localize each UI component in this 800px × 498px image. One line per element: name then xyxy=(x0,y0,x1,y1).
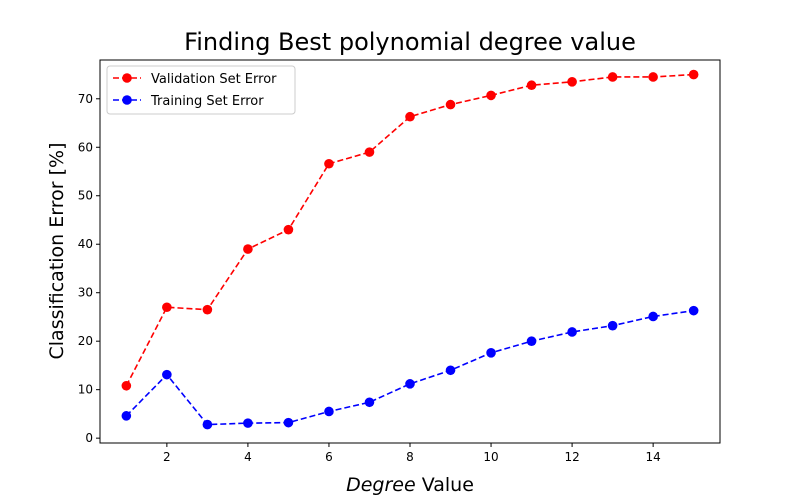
data-point-validation-set-error xyxy=(243,244,253,254)
data-point-validation-set-error xyxy=(607,72,618,82)
y-tick-label: 30 xyxy=(78,286,93,300)
data-point-validation-set-error xyxy=(283,224,294,235)
data-point-training-set-error xyxy=(283,417,294,428)
data-point-training-set-error xyxy=(567,327,577,337)
data-point-validation-set-error xyxy=(405,111,415,122)
data-point-training-set-error xyxy=(405,379,415,389)
data-point-validation-set-error xyxy=(688,69,699,80)
data-point-training-set-error xyxy=(648,311,658,322)
x-axis-title-italic: Degree xyxy=(346,474,416,496)
y-tick-label: 40 xyxy=(78,237,93,251)
data-point-validation-set-error xyxy=(162,302,172,313)
legend-label: Training Set Error xyxy=(150,94,264,109)
x-axis-title-rest: Value xyxy=(416,474,474,496)
legend-marker xyxy=(122,73,132,83)
x-axis-title: Degree Value xyxy=(346,474,474,496)
data-point-validation-set-error xyxy=(567,77,577,87)
x-tick-label: 2 xyxy=(163,450,171,464)
y-tick-label: 70 xyxy=(78,92,93,106)
data-point-training-set-error xyxy=(364,397,375,408)
x-tick-label: 4 xyxy=(244,450,252,464)
data-point-training-set-error xyxy=(486,348,496,358)
data-point-training-set-error xyxy=(607,320,618,331)
data-point-validation-set-error xyxy=(526,80,537,91)
legend-marker xyxy=(122,95,132,105)
series-training-set-error xyxy=(121,305,699,430)
legend-label: Validation Set Error xyxy=(151,72,277,87)
data-point-training-set-error xyxy=(243,418,253,428)
legend-entry-validation-set-error: Validation Set Error xyxy=(113,72,277,87)
x-tick-label: 10 xyxy=(483,450,498,464)
data-point-training-set-error xyxy=(526,336,537,346)
data-point-validation-set-error xyxy=(121,380,132,391)
data-point-validation-set-error xyxy=(486,90,496,101)
x-tick-label: 8 xyxy=(406,450,414,464)
data-point-validation-set-error xyxy=(202,304,213,315)
data-point-validation-set-error xyxy=(324,158,334,169)
series-line-validation-set-error xyxy=(125,73,694,387)
y-axis-title: Classification Error [%] xyxy=(46,143,68,360)
x-tick-label: 14 xyxy=(645,450,660,464)
x-axis: 2 4 6 8 10 12 14 xyxy=(163,443,661,464)
y-tick-label: 50 xyxy=(78,189,93,203)
chart-title: Finding Best polynomial degree value xyxy=(184,28,636,56)
legend: Validation Set Error Training Set Error xyxy=(106,65,296,115)
data-point-validation-set-error xyxy=(364,147,375,157)
legend-entry-training-set-error: Training Set Error xyxy=(113,94,264,109)
data-point-training-set-error xyxy=(688,305,699,316)
data-point-training-set-error xyxy=(324,406,334,417)
data-point-validation-set-error xyxy=(445,99,456,110)
x-tick-label: 12 xyxy=(564,450,579,464)
data-point-training-set-error xyxy=(121,411,132,421)
y-tick-label: 20 xyxy=(78,334,93,348)
data-point-training-set-error xyxy=(445,365,456,376)
data-point-training-set-error xyxy=(202,419,213,430)
series-line-training-set-error xyxy=(125,309,694,426)
data-point-training-set-error xyxy=(162,369,172,380)
legend-box xyxy=(106,65,296,115)
y-tick-label: 10 xyxy=(78,383,93,397)
data-point-validation-set-error xyxy=(648,72,658,82)
y-axis: 0 10 20 30 40 50 60 70 xyxy=(78,92,100,445)
series-layer xyxy=(121,69,699,430)
x-tick-label: 6 xyxy=(325,450,333,464)
y-tick-label: 60 xyxy=(78,140,93,154)
series-validation-set-error xyxy=(121,69,699,391)
y-tick-label: 0 xyxy=(85,431,93,445)
